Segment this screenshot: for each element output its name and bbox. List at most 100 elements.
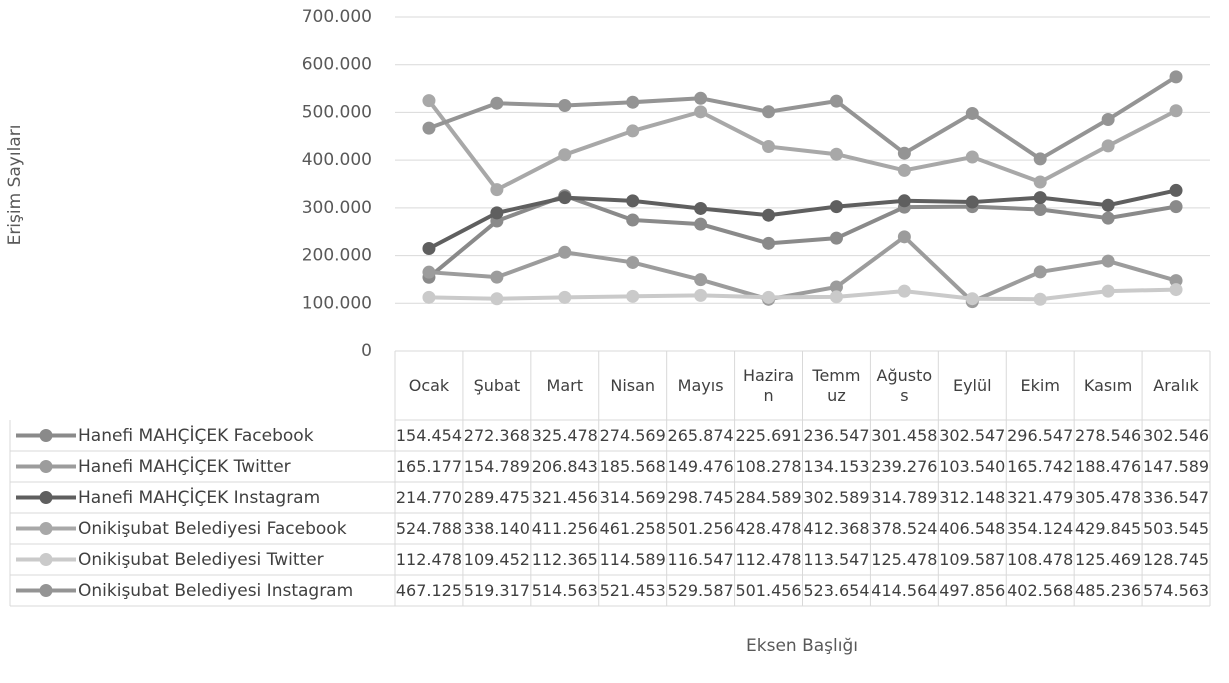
point	[829, 200, 843, 214]
table-value: 519.317	[463, 580, 530, 600]
y-tick-label: 200.000	[302, 246, 372, 266]
y-tick-label: 500.000	[302, 102, 372, 122]
x-tick-label: Ocak	[408, 375, 450, 395]
table-value: 272.368	[463, 425, 530, 445]
table-value: 188.476	[1075, 456, 1142, 476]
x-tick-label: Haziran	[743, 365, 795, 405]
legend-icon	[39, 460, 53, 473]
x-tick-label: Mayıs	[677, 375, 724, 395]
y-tick-label: 400.000	[302, 150, 372, 170]
table-value: 154.789	[463, 456, 530, 476]
table-value: 402.568	[1007, 580, 1074, 600]
point	[490, 292, 504, 306]
table-value: 236.547	[803, 425, 870, 445]
point	[762, 208, 776, 222]
point	[1033, 265, 1047, 279]
legend-entry: Hanefi MAHÇİÇEK Instagram	[78, 487, 321, 508]
table-value: 103.540	[939, 456, 1006, 476]
series-line	[428, 188, 1177, 251]
table-value: 265.874	[667, 425, 734, 445]
point	[762, 236, 776, 250]
table-value: 154.454	[395, 425, 463, 445]
y-axis-title: Erişim Sayıları	[5, 125, 25, 246]
table-value: 302.547	[939, 425, 1006, 445]
table-value: 125.478	[871, 549, 938, 569]
point	[490, 96, 504, 110]
point	[1033, 292, 1047, 306]
table-value: 289.475	[463, 487, 530, 507]
point	[829, 94, 843, 108]
table-value: 225.691	[735, 425, 802, 445]
point	[762, 290, 776, 304]
table-value: 325.478	[531, 425, 598, 445]
table-value: 412.368	[803, 518, 870, 538]
point	[694, 105, 708, 119]
series-line	[428, 234, 1177, 304]
table-value: 338.140	[463, 518, 530, 538]
point	[1169, 70, 1183, 84]
point	[1169, 283, 1183, 297]
point	[490, 270, 504, 284]
point	[897, 284, 911, 298]
series-line	[428, 75, 1178, 162]
table-value: 302.589	[803, 487, 870, 507]
table-value: 406.548	[939, 518, 1006, 538]
point	[1101, 284, 1115, 298]
table-value: 112.365	[531, 549, 598, 569]
table-value: 524.788	[395, 518, 463, 538]
x-tick-label: Kasım	[1083, 375, 1133, 395]
point	[422, 265, 436, 279]
table-value: 114.589	[599, 549, 666, 569]
point	[694, 273, 708, 287]
point	[1033, 191, 1047, 205]
table-value: 485.236	[1075, 580, 1142, 600]
table-value: 501.256	[667, 518, 734, 538]
point	[626, 95, 640, 109]
point	[1169, 104, 1183, 118]
point	[490, 183, 504, 197]
table-value: 428.478	[735, 518, 802, 538]
point	[422, 121, 436, 135]
legend-icon	[39, 429, 53, 442]
table-value: 312.148	[939, 487, 1006, 507]
table-value: 305.478	[1075, 487, 1142, 507]
legend-icon	[39, 522, 53, 535]
point	[626, 194, 640, 208]
x-tick-label: Eylül	[952, 375, 992, 395]
point	[694, 217, 708, 231]
point	[1101, 112, 1115, 126]
point	[1169, 200, 1183, 214]
table-value: 414.564	[871, 580, 938, 600]
table-value: 239.276	[871, 456, 938, 476]
y-tick-label: 700.000	[302, 7, 372, 27]
point	[762, 140, 776, 154]
point	[1169, 274, 1183, 288]
point	[1033, 152, 1047, 166]
table-value: 278.546	[1075, 425, 1142, 445]
point	[694, 91, 708, 105]
point	[965, 195, 979, 209]
x-axis-title: Eksen Başlığı	[746, 636, 858, 656]
table-value: 411.256	[531, 518, 598, 538]
table-value: 497.856	[939, 580, 1006, 600]
x-tick-label: Mart	[546, 375, 584, 395]
table-value: 284.589	[735, 487, 802, 507]
table-value: 321.456	[531, 487, 598, 507]
table-value: 108.278	[735, 456, 802, 476]
point	[1101, 211, 1115, 225]
legend-entry: Hanefi MAHÇİÇEK Twitter	[78, 456, 291, 477]
legend-icon	[39, 584, 53, 597]
table-value: 461.258	[599, 518, 666, 538]
table-value: 134.153	[803, 456, 870, 476]
table-value: 378.524	[871, 518, 938, 538]
table-value: 112.478	[735, 549, 802, 569]
table-value: 574.563	[1142, 580, 1210, 600]
point	[965, 150, 979, 164]
x-tick-label: Ağustos	[876, 365, 933, 405]
point	[694, 201, 708, 215]
table-value: 109.452	[463, 549, 530, 569]
table-value: 274.569	[599, 425, 666, 445]
point	[558, 191, 572, 205]
table-value: 206.843	[531, 456, 598, 476]
